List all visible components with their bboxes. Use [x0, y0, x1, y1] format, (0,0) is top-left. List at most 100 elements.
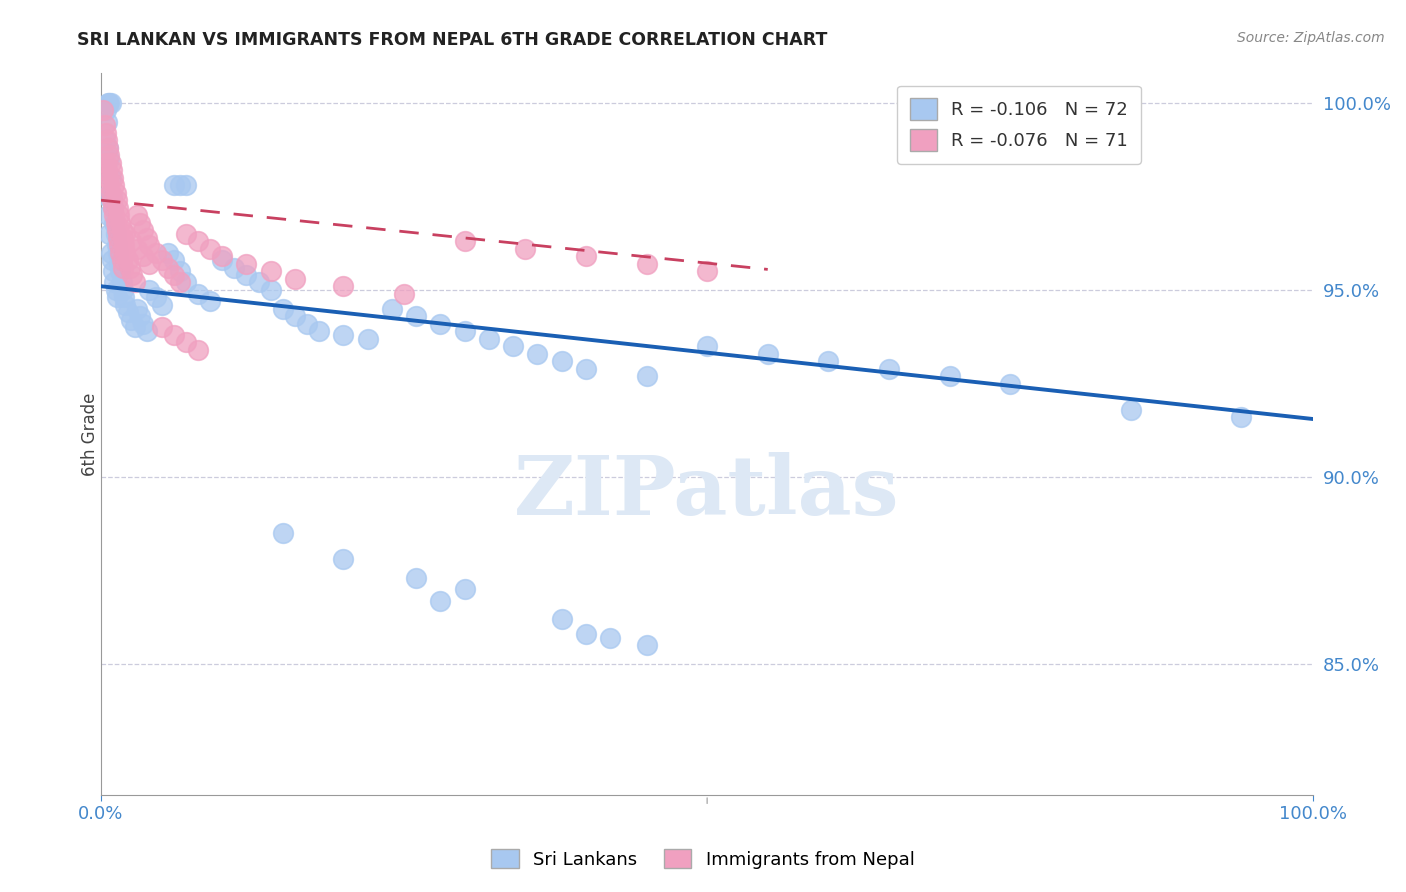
Sri Lankans [998, 376, 1021, 391]
Sri Lankans [101, 201, 124, 215]
Sri Lankans [156, 245, 179, 260]
Immigrants from Nepal [187, 343, 209, 357]
Sri Lankans [128, 309, 150, 323]
Sri Lankans [93, 133, 115, 147]
Sri Lankans [163, 178, 186, 193]
Sri Lankans [453, 582, 475, 597]
Sri Lankans [107, 245, 129, 260]
Immigrants from Nepal [124, 276, 146, 290]
Sri Lankans [110, 264, 132, 278]
Sri Lankans [308, 324, 330, 338]
Immigrants from Nepal [117, 253, 139, 268]
Immigrants from Nepal [93, 119, 115, 133]
Sri Lankans [526, 346, 548, 360]
Immigrants from Nepal [118, 260, 141, 275]
Immigrants from Nepal [211, 249, 233, 263]
Immigrants from Nepal [110, 245, 132, 260]
Sri Lankans [550, 354, 572, 368]
Immigrants from Nepal [103, 208, 125, 222]
Sri Lankans [101, 264, 124, 278]
Immigrants from Nepal [94, 155, 117, 169]
Sri Lankans [575, 361, 598, 376]
Immigrants from Nepal [127, 208, 149, 222]
Sri Lankans [105, 238, 128, 252]
Immigrants from Nepal [110, 253, 132, 268]
Sri Lankans [169, 264, 191, 278]
Immigrants from Nepal [114, 227, 136, 241]
Sri Lankans [271, 301, 294, 316]
Sri Lankans [636, 369, 658, 384]
Immigrants from Nepal [110, 216, 132, 230]
Sri Lankans [120, 313, 142, 327]
Immigrants from Nepal [107, 230, 129, 244]
Sri Lankans [96, 114, 118, 128]
Sri Lankans [405, 571, 427, 585]
Sri Lankans [145, 290, 167, 304]
Immigrants from Nepal [98, 148, 121, 162]
Sri Lankans [453, 324, 475, 338]
Sri Lankans [101, 253, 124, 268]
Immigrants from Nepal [284, 272, 307, 286]
Immigrants from Nepal [120, 235, 142, 249]
Immigrants from Nepal [163, 327, 186, 342]
Immigrants from Nepal [97, 170, 120, 185]
Text: SRI LANKAN VS IMMIGRANTS FROM NEPAL 6TH GRADE CORRELATION CHART: SRI LANKAN VS IMMIGRANTS FROM NEPAL 6TH … [77, 31, 828, 49]
Immigrants from Nepal [138, 238, 160, 252]
Sri Lankans [100, 95, 122, 110]
Sri Lankans [1121, 402, 1143, 417]
Immigrants from Nepal [332, 279, 354, 293]
Immigrants from Nepal [104, 186, 127, 200]
Immigrants from Nepal [112, 238, 135, 252]
Immigrants from Nepal [103, 178, 125, 193]
Immigrants from Nepal [575, 249, 598, 263]
Immigrants from Nepal [108, 238, 131, 252]
Immigrants from Nepal [96, 133, 118, 147]
Immigrants from Nepal [198, 242, 221, 256]
Immigrants from Nepal [105, 193, 128, 207]
Sri Lankans [696, 339, 718, 353]
Immigrants from Nepal [136, 230, 159, 244]
Sri Lankans [127, 301, 149, 316]
Immigrants from Nepal [101, 201, 124, 215]
Immigrants from Nepal [132, 223, 155, 237]
Sri Lankans [163, 253, 186, 268]
Sri Lankans [575, 627, 598, 641]
Sri Lankans [636, 639, 658, 653]
Sri Lankans [112, 290, 135, 304]
Immigrants from Nepal [132, 249, 155, 263]
Sri Lankans [114, 298, 136, 312]
Sri Lankans [111, 283, 134, 297]
Sri Lankans [938, 369, 960, 384]
Sri Lankans [381, 301, 404, 316]
Sri Lankans [124, 320, 146, 334]
Sri Lankans [100, 245, 122, 260]
Sri Lankans [817, 354, 839, 368]
Immigrants from Nepal [145, 245, 167, 260]
Immigrants from Nepal [150, 253, 173, 268]
Sri Lankans [332, 327, 354, 342]
Sri Lankans [271, 526, 294, 541]
Sri Lankans [187, 286, 209, 301]
Immigrants from Nepal [110, 223, 132, 237]
Sri Lankans [138, 283, 160, 297]
Sri Lankans [550, 612, 572, 626]
Sri Lankans [132, 317, 155, 331]
Sri Lankans [117, 305, 139, 319]
Sri Lankans [104, 227, 127, 241]
Text: ZIPatlas: ZIPatlas [515, 451, 900, 532]
Sri Lankans [104, 283, 127, 297]
Immigrants from Nepal [174, 227, 197, 241]
Sri Lankans [1229, 410, 1251, 425]
Sri Lankans [174, 178, 197, 193]
Sri Lankans [150, 298, 173, 312]
Immigrants from Nepal [163, 268, 186, 282]
Immigrants from Nepal [96, 163, 118, 178]
Immigrants from Nepal [101, 170, 124, 185]
Immigrants from Nepal [100, 155, 122, 169]
Sri Lankans [198, 294, 221, 309]
Sri Lankans [136, 324, 159, 338]
Immigrants from Nepal [93, 103, 115, 118]
Sri Lankans [356, 332, 378, 346]
Sri Lankans [599, 631, 621, 645]
Immigrants from Nepal [138, 257, 160, 271]
